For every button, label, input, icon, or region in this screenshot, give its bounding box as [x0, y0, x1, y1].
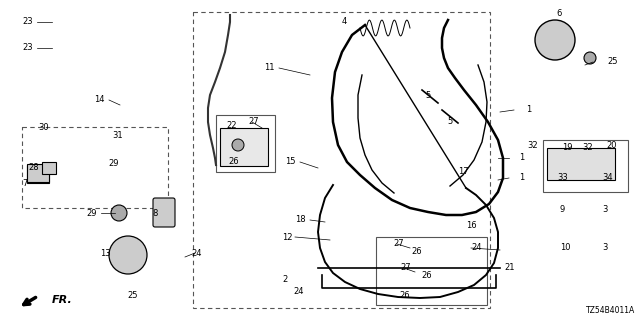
Ellipse shape	[109, 236, 147, 274]
Text: 27: 27	[248, 117, 259, 126]
Text: 5: 5	[447, 117, 452, 126]
Text: 23: 23	[22, 18, 33, 27]
Text: 13: 13	[100, 249, 111, 258]
Circle shape	[584, 52, 596, 64]
Text: 26: 26	[228, 157, 239, 166]
Bar	[27, 165, 49, 183]
Text: 23: 23	[22, 44, 33, 52]
Text: 27: 27	[393, 239, 404, 249]
Text: 6: 6	[556, 9, 561, 18]
Text: 24: 24	[191, 249, 202, 258]
Text: 27: 27	[400, 263, 411, 273]
Text: 24: 24	[471, 244, 481, 252]
Bar	[42, 162, 56, 174]
Bar	[220, 128, 268, 166]
Bar	[22, 127, 168, 208]
Text: 7: 7	[22, 179, 28, 188]
Bar	[193, 12, 490, 308]
Text: FR.: FR.	[52, 295, 73, 305]
Text: 24: 24	[293, 287, 303, 297]
Ellipse shape	[232, 139, 244, 151]
Text: 8: 8	[152, 209, 157, 218]
Text: 1: 1	[519, 173, 524, 182]
Text: 20: 20	[606, 140, 616, 149]
Text: 25: 25	[127, 291, 138, 300]
Bar	[27, 164, 49, 182]
Text: 14: 14	[95, 95, 105, 105]
Text: 17: 17	[458, 167, 468, 177]
Text: 25: 25	[607, 58, 618, 67]
Bar	[543, 140, 628, 192]
Text: 34: 34	[602, 173, 612, 182]
Text: 3: 3	[602, 205, 607, 214]
Text: 32: 32	[582, 143, 593, 153]
Text: 22: 22	[226, 121, 237, 130]
Text: 10: 10	[560, 244, 570, 252]
Text: 26: 26	[411, 247, 422, 257]
Text: 31: 31	[112, 132, 123, 140]
FancyBboxPatch shape	[153, 198, 175, 227]
Text: 21: 21	[504, 263, 515, 273]
Text: 19: 19	[562, 143, 573, 153]
Text: 28: 28	[28, 164, 38, 172]
Bar	[376, 237, 487, 305]
Text: 18: 18	[296, 215, 306, 225]
Text: 29: 29	[108, 158, 118, 167]
Bar	[547, 148, 615, 180]
Ellipse shape	[111, 205, 127, 221]
Text: 3: 3	[602, 244, 607, 252]
Text: 12: 12	[282, 233, 293, 242]
Text: 26: 26	[399, 291, 410, 300]
Text: 5: 5	[425, 91, 430, 100]
Text: 30: 30	[38, 124, 49, 132]
Text: 1: 1	[526, 106, 531, 115]
Circle shape	[535, 20, 575, 60]
Text: 26: 26	[421, 271, 431, 281]
Text: 11: 11	[264, 63, 275, 73]
Text: 15: 15	[285, 157, 296, 166]
Text: 2: 2	[282, 275, 287, 284]
Text: 29: 29	[86, 209, 97, 218]
Text: 1: 1	[519, 154, 524, 163]
Bar	[216, 115, 275, 172]
Text: 4: 4	[342, 18, 348, 27]
Text: 16: 16	[466, 221, 477, 230]
Text: 9: 9	[560, 205, 565, 214]
Text: TZ54B4011A: TZ54B4011A	[586, 306, 635, 315]
Text: 32: 32	[527, 140, 538, 149]
Text: 33: 33	[557, 173, 568, 182]
